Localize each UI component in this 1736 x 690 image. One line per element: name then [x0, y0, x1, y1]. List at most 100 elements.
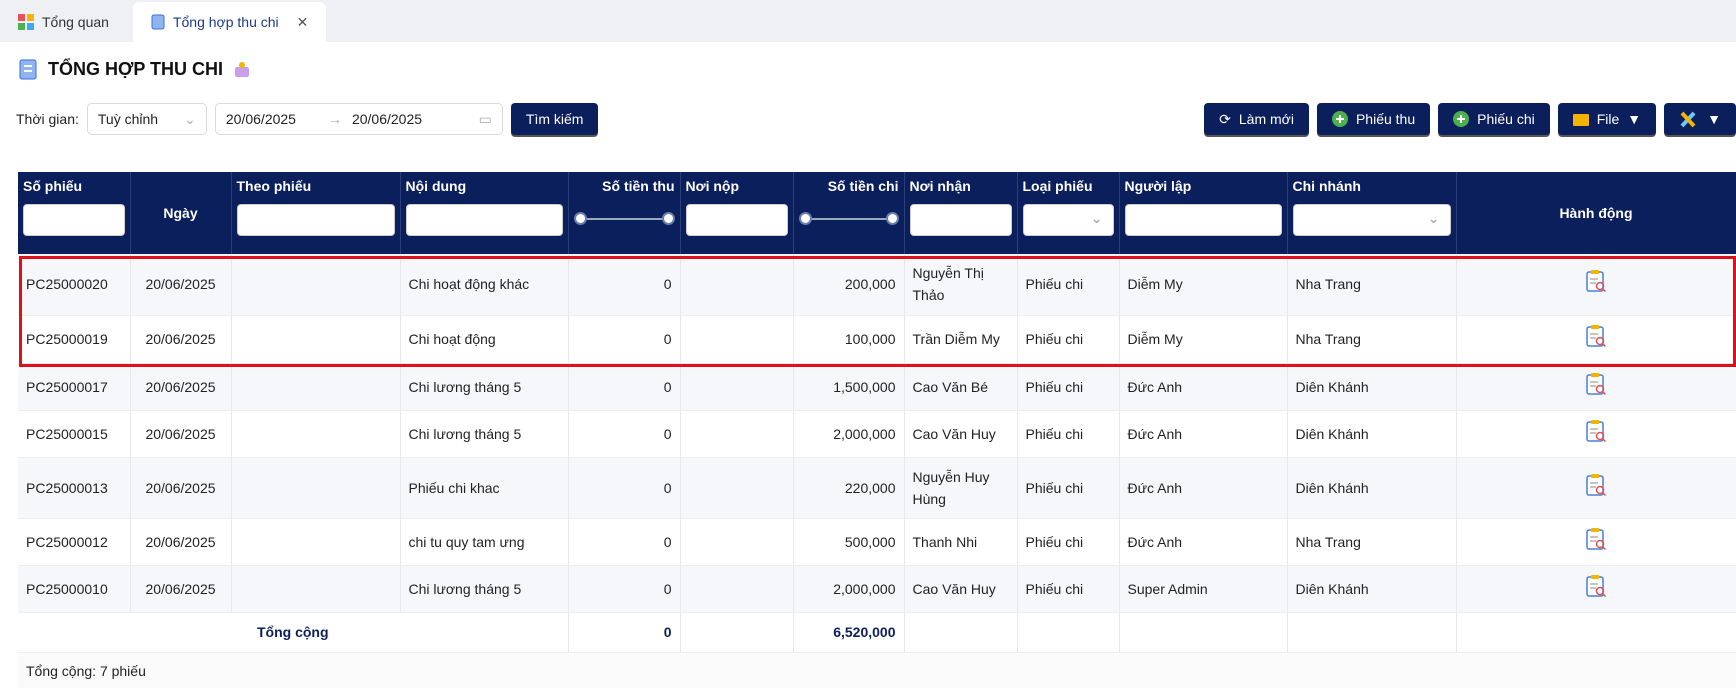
table-cell: 20/06/2025 [130, 254, 232, 316]
cell-text: 200,000 [844, 276, 896, 293]
table-cell: Diên Khánh [1287, 565, 1457, 613]
close-icon[interactable]: ✕ [296, 13, 309, 30]
column-header: Nơi nhận [904, 172, 1018, 254]
view-icon[interactable] [1585, 269, 1607, 293]
slider-handle[interactable] [798, 212, 812, 225]
select-value: Tuỳ chỉnh [97, 111, 159, 127]
cell-text: PC25000015 [26, 425, 108, 442]
header-label: Hành động [1559, 205, 1633, 221]
table-cell: Cao Văn Huy [904, 565, 1018, 613]
cell-text: Chi lương tháng 5 [408, 425, 522, 442]
cell-text: 0 [663, 331, 672, 347]
table-cell: PC25000015 [18, 410, 131, 458]
tab-bar: Tổng quan Tổng hợp thu chi ✕ [0, 0, 1736, 42]
cell-text: 20/06/2025 [145, 533, 216, 550]
table-cell: Chi hoạt động [400, 315, 569, 364]
table-cell: PC25000013 [18, 457, 131, 519]
cell-text: 20/06/2025 [145, 331, 216, 347]
header-label: Số tiền thu [602, 178, 675, 194]
view-icon[interactable] [1585, 473, 1607, 497]
filter-select[interactable]: ⌄ [1292, 204, 1451, 236]
table-cell: Đức Anh [1119, 518, 1288, 566]
cell-text: Phiếu chi [1025, 378, 1084, 395]
column-header: Số tiền thu [568, 172, 681, 254]
refresh-button[interactable]: ⟳ Làm mới [1204, 103, 1309, 135]
filter-input[interactable] [685, 204, 788, 236]
table-cell: Chi hoạt động khác [400, 254, 569, 316]
slider-handle[interactable] [885, 212, 899, 225]
cell-text: 20/06/2025 [145, 580, 216, 597]
filter-bar: Thời gian: Tuỳ chỉnh ⌄ 20/06/2025 → 20/06/2… [16, 103, 599, 135]
header-label: Ngày [163, 205, 198, 221]
table-cell: PC25000010 [18, 565, 131, 613]
tab[interactable]: Tổng quan [0, 2, 127, 42]
table-cell [680, 363, 794, 411]
filter-select[interactable]: ⌄ [1022, 204, 1114, 236]
cell-text: Phiếu chi [1025, 425, 1084, 442]
cell-text: 500,000 [844, 533, 896, 550]
cell-text: 0 [663, 425, 672, 442]
total-label: Tổng cộng [18, 612, 569, 653]
filter-input[interactable] [236, 204, 395, 236]
column-header: Số tiền chi [793, 172, 905, 254]
tools-button[interactable]: ▼ [1664, 103, 1736, 135]
date-range[interactable]: 20/06/2025 → 20/06/2025 ▭ [214, 103, 503, 135]
slider-handle[interactable] [661, 212, 675, 225]
cell-text: 20/06/2025 [145, 378, 216, 395]
total-cell [1017, 612, 1120, 653]
view-icon[interactable] [1585, 372, 1607, 396]
search-button[interactable]: Tìm kiếm [510, 103, 599, 135]
column-header: Ngày [130, 172, 232, 254]
cell-text: Chi lương tháng 5 [408, 580, 522, 597]
view-icon[interactable] [1585, 419, 1607, 443]
table-cell [1456, 254, 1736, 316]
cell-text: Diên Khánh [1295, 425, 1369, 442]
date-to: 20/06/2025 [351, 111, 423, 127]
cell-text: 0 [663, 533, 672, 550]
cell-text: 1,500,000 [833, 378, 896, 395]
filter-input[interactable] [405, 204, 563, 236]
table-cell: Diên Khánh [1287, 457, 1457, 519]
table-cell: Đức Anh [1119, 363, 1288, 411]
filter-input[interactable] [909, 204, 1012, 236]
column-header: Chi nhánh ⌄ [1287, 172, 1457, 254]
table-cell [231, 315, 401, 364]
table-cell: 220,000 [793, 457, 905, 519]
file-button[interactable]: File ▼ [1557, 103, 1657, 135]
cell-text: Nha Trang [1295, 331, 1361, 347]
footer-text: Tổng cộng: 7 phiếu [26, 662, 146, 679]
filter-input[interactable] [23, 204, 125, 236]
period-select[interactable]: Tuỳ chỉnh ⌄ [86, 103, 207, 135]
view-icon[interactable] [1585, 324, 1607, 348]
table-cell: Đức Anh [1119, 457, 1288, 519]
table-cell [1456, 363, 1736, 411]
table-cell: 0 [568, 457, 681, 519]
table-cell: chi tu quy tam ưng [400, 518, 569, 566]
range-slider[interactable] [573, 212, 675, 226]
cell-text: PC25000020 [26, 276, 108, 293]
tab[interactable]: Tổng hợp thu chi ✕ [132, 2, 327, 42]
button-label: Làm mới [1238, 111, 1294, 127]
total-cell [680, 612, 794, 653]
range-slider[interactable] [798, 212, 899, 226]
table-cell: Trần Diễm My [904, 315, 1018, 364]
filter-input[interactable] [1124, 204, 1282, 236]
table-row: PC25000012 20/06/2025 chi tu quy tam ưng 0 5… [18, 518, 1736, 566]
table-cell: Phiếu chi [1017, 363, 1120, 411]
column-header: Nội dung [400, 172, 569, 254]
cell-text: Diên Khánh [1295, 479, 1369, 496]
view-icon[interactable] [1585, 527, 1607, 551]
table-cell: Phiếu chi [1017, 518, 1120, 566]
receipt-button[interactable]: Phiếu thu [1316, 103, 1431, 135]
table-cell: Phiếu chi [1017, 457, 1120, 519]
view-icon[interactable] [1585, 574, 1607, 598]
cell-text: 220,000 [844, 479, 896, 496]
table-cell: 20/06/2025 [130, 363, 232, 411]
payment-button[interactable]: Phiếu chi [1438, 103, 1550, 135]
table-cell: Chi lương tháng 5 [400, 565, 569, 613]
slider-handle[interactable] [573, 212, 587, 225]
table-cell: Diên Khánh [1287, 410, 1457, 458]
icon [19, 59, 37, 80]
cell-text: Cao Văn Huy [912, 580, 996, 597]
